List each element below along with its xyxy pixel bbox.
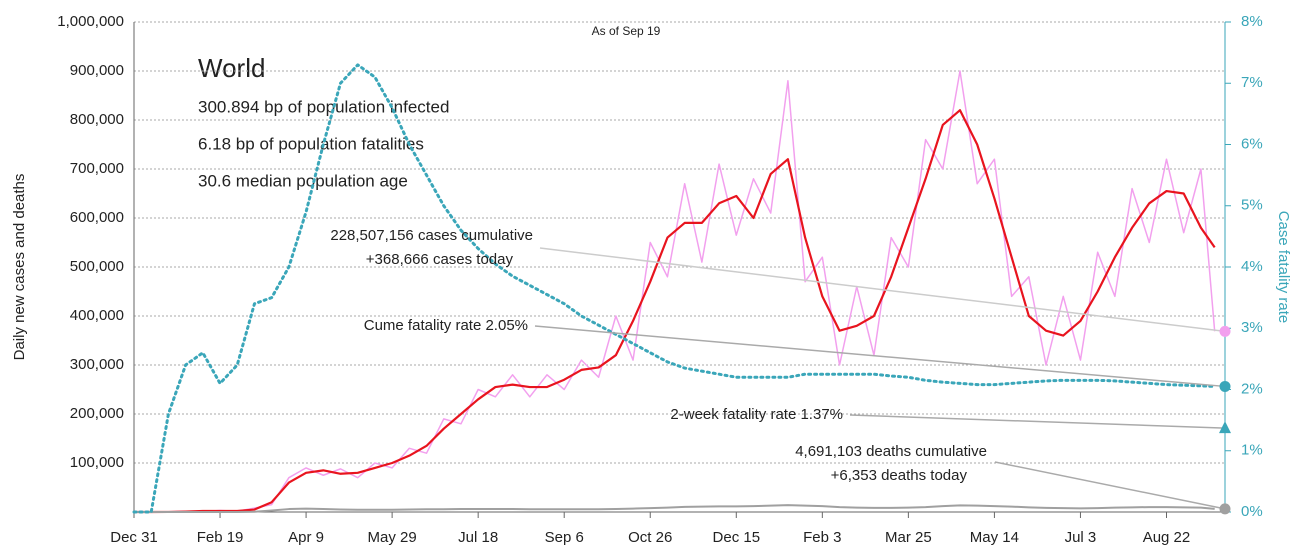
info-line: 300.894 bp of population infected: [198, 97, 449, 116]
x-tick-label: Feb 3: [803, 529, 841, 546]
y2-tick-label: 8%: [1241, 13, 1263, 30]
x-tick-label: Sep 6: [545, 529, 584, 546]
annotation-text: 2-week fatality rate 1.37%: [670, 406, 843, 423]
y2-axis-label: Case fatality rate: [1275, 211, 1292, 324]
x-tick-label: Apr 9: [288, 529, 324, 546]
y2-tick-label: 6%: [1241, 135, 1263, 152]
y2-tick-label: 4%: [1241, 258, 1263, 275]
y-axis-label: Daily new cases and deaths: [11, 174, 28, 361]
x-tick-label: Dec 31: [110, 529, 158, 546]
leader-line: [994, 461, 1226, 510]
y-tick-label: 700,000: [70, 160, 124, 177]
y-tick-label: 300,000: [70, 356, 124, 373]
series-line: [134, 504, 1215, 513]
x-tick-label: Aug 22: [1143, 529, 1191, 546]
x-tick-label: Jul 3: [1065, 529, 1097, 546]
y-tick-label: 1,000,000: [57, 13, 124, 30]
y-tick-label: 800,000: [70, 111, 124, 128]
annotation-text: 4,691,103 deaths cumulative: [795, 443, 987, 460]
y2-tick-label: 2%: [1241, 380, 1263, 397]
leader-line: [849, 414, 1226, 429]
y-tick-label: 600,000: [70, 209, 124, 226]
x-tick-label: Feb 19: [197, 529, 244, 546]
x-tick-label: Mar 25: [885, 529, 932, 546]
annotation-text: Cume fatality rate 2.05%: [364, 317, 528, 334]
y-tick-label: 500,000: [70, 258, 124, 275]
annotation-text: +368,666 cases today: [366, 251, 514, 268]
annotation-text: 228,507,156 cases cumulative: [330, 227, 533, 244]
x-tick-label: May 29: [368, 529, 417, 546]
annotation-marker: [1219, 380, 1231, 392]
info-line: 6.18 bp of population fatalities: [198, 134, 424, 153]
info-line: 30.6 median population age: [198, 171, 408, 190]
info-title: World: [198, 53, 265, 83]
subtitle: As of Sep 19: [592, 24, 661, 38]
y2-tick-label: 0%: [1241, 503, 1263, 520]
leader-line: [534, 325, 1226, 388]
y2-tick-label: 3%: [1241, 319, 1263, 336]
y-tick-label: 200,000: [70, 405, 124, 422]
x-tick-label: May 14: [970, 529, 1019, 546]
y2-tick-label: 5%: [1241, 197, 1263, 214]
y-tick-label: 400,000: [70, 307, 124, 324]
y2-tick-label: 1%: [1241, 442, 1263, 459]
annotation-marker: [1219, 503, 1231, 515]
annotation-marker: [1219, 325, 1231, 337]
series-line: [132, 63, 1217, 514]
annotation-text: +6,353 deaths today: [831, 467, 968, 484]
y-tick-label: 900,000: [70, 62, 124, 79]
series-line: [134, 109, 1216, 514]
x-tick-label: Jul 18: [458, 529, 498, 546]
annotation-marker: [1219, 421, 1231, 434]
x-tick-label: Oct 26: [628, 529, 672, 546]
y-tick-label: 100,000: [70, 454, 124, 471]
leader-line: [539, 247, 1226, 333]
y2-tick-label: 7%: [1241, 74, 1263, 91]
x-tick-label: Dec 15: [713, 529, 761, 546]
